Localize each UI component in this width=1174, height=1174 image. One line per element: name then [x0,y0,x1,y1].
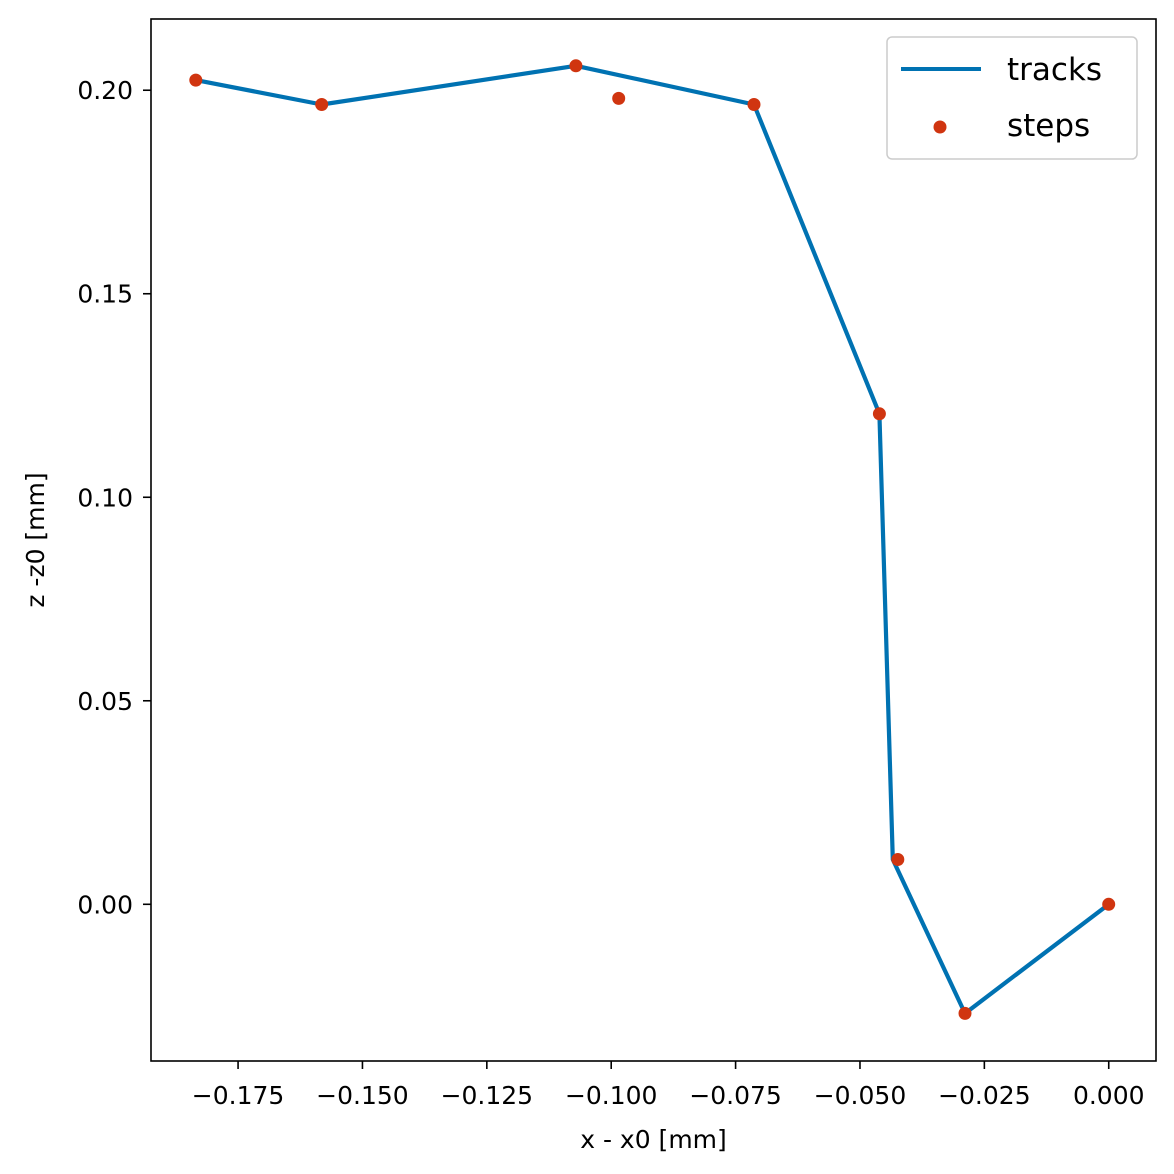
legend-label-tracks: tracks [1007,52,1102,88]
y-tick-label: 0.05 [77,687,133,716]
y-axis-ticks: 0.00 0.05 0.10 0.15 0.20 [77,76,151,919]
x-tick-label: 0.000 [1073,1081,1145,1110]
scatter-point-steps [569,59,583,73]
scatter-point-steps [958,1006,972,1020]
x-tick-label: −0.100 [565,1081,658,1110]
x-tick-label: −0.075 [689,1081,782,1110]
y-tick-label: 0.15 [77,280,133,309]
x-tick-label: −0.175 [192,1081,285,1110]
y-tick-label: 0.10 [77,483,133,512]
scatter-point-steps [747,98,761,111]
scatter-point-steps [1102,897,1116,911]
x-tick-label: −0.050 [814,1081,907,1110]
x-axis-ticks: −0.175 −0.150 −0.125 −0.100 −0.075 −0.050 −0.0… [192,1061,1145,1110]
legend-label-steps: steps [1007,108,1090,144]
plot-frame [150,18,1157,1062]
series-line-tracks [193,63,1111,1016]
y-tick-label: 0.00 [77,890,133,919]
scatter-point-steps [612,91,626,105]
scatter-point-steps [189,73,203,87]
legend-swatch-steps [933,120,947,134]
legend: tracks steps [886,36,1138,160]
x-tick-label: −0.150 [316,1081,409,1110]
scatter-point-steps [872,407,886,421]
y-tick-label: 0.20 [77,76,133,105]
y-axis-title: z -z0 [mm] [21,472,50,607]
x-tick-label: −0.025 [938,1081,1031,1110]
plot-area [189,59,1116,1020]
x-tick-label: −0.125 [441,1081,534,1110]
x-axis-title: x - x0 [mm] [580,1125,727,1154]
scatter-point-steps [891,853,905,866]
scatter-point-steps [315,98,329,111]
